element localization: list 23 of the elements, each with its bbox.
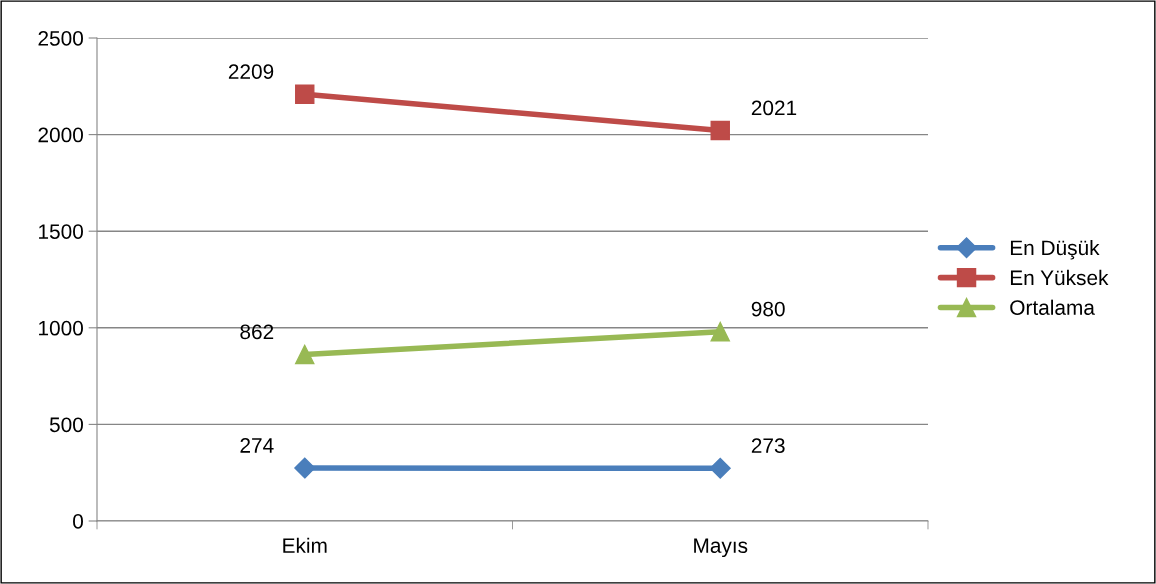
point (295, 84, 315, 104)
legend-label: En Yüksek (1010, 269, 1109, 286)
y-tick-label: 500 (49, 417, 83, 433)
data-label: 2209 (228, 64, 274, 79)
y-tick-label: 0 (73, 514, 83, 529)
y-tick-label: 2500 (38, 31, 83, 46)
legend-label: Ortalama (1010, 299, 1095, 315)
data-label: 862 (240, 324, 274, 340)
x-tick-label: Mayıs (694, 538, 748, 558)
point (710, 321, 730, 342)
y-tick-label: 1000 (39, 320, 83, 336)
y-tick-label: 1500 (39, 224, 83, 239)
point (710, 120, 730, 141)
data-label: 274 (240, 438, 274, 453)
x-tick-label: Ekim (283, 537, 327, 553)
point (294, 457, 316, 479)
point (295, 344, 315, 365)
legend-label: En Düşük (1010, 239, 1100, 260)
y-tick-label: 2000 (38, 127, 83, 143)
data-label: 2021 (751, 100, 797, 116)
data-label: 980 (751, 301, 785, 317)
data-label: 273 (751, 438, 785, 454)
point (709, 457, 731, 479)
